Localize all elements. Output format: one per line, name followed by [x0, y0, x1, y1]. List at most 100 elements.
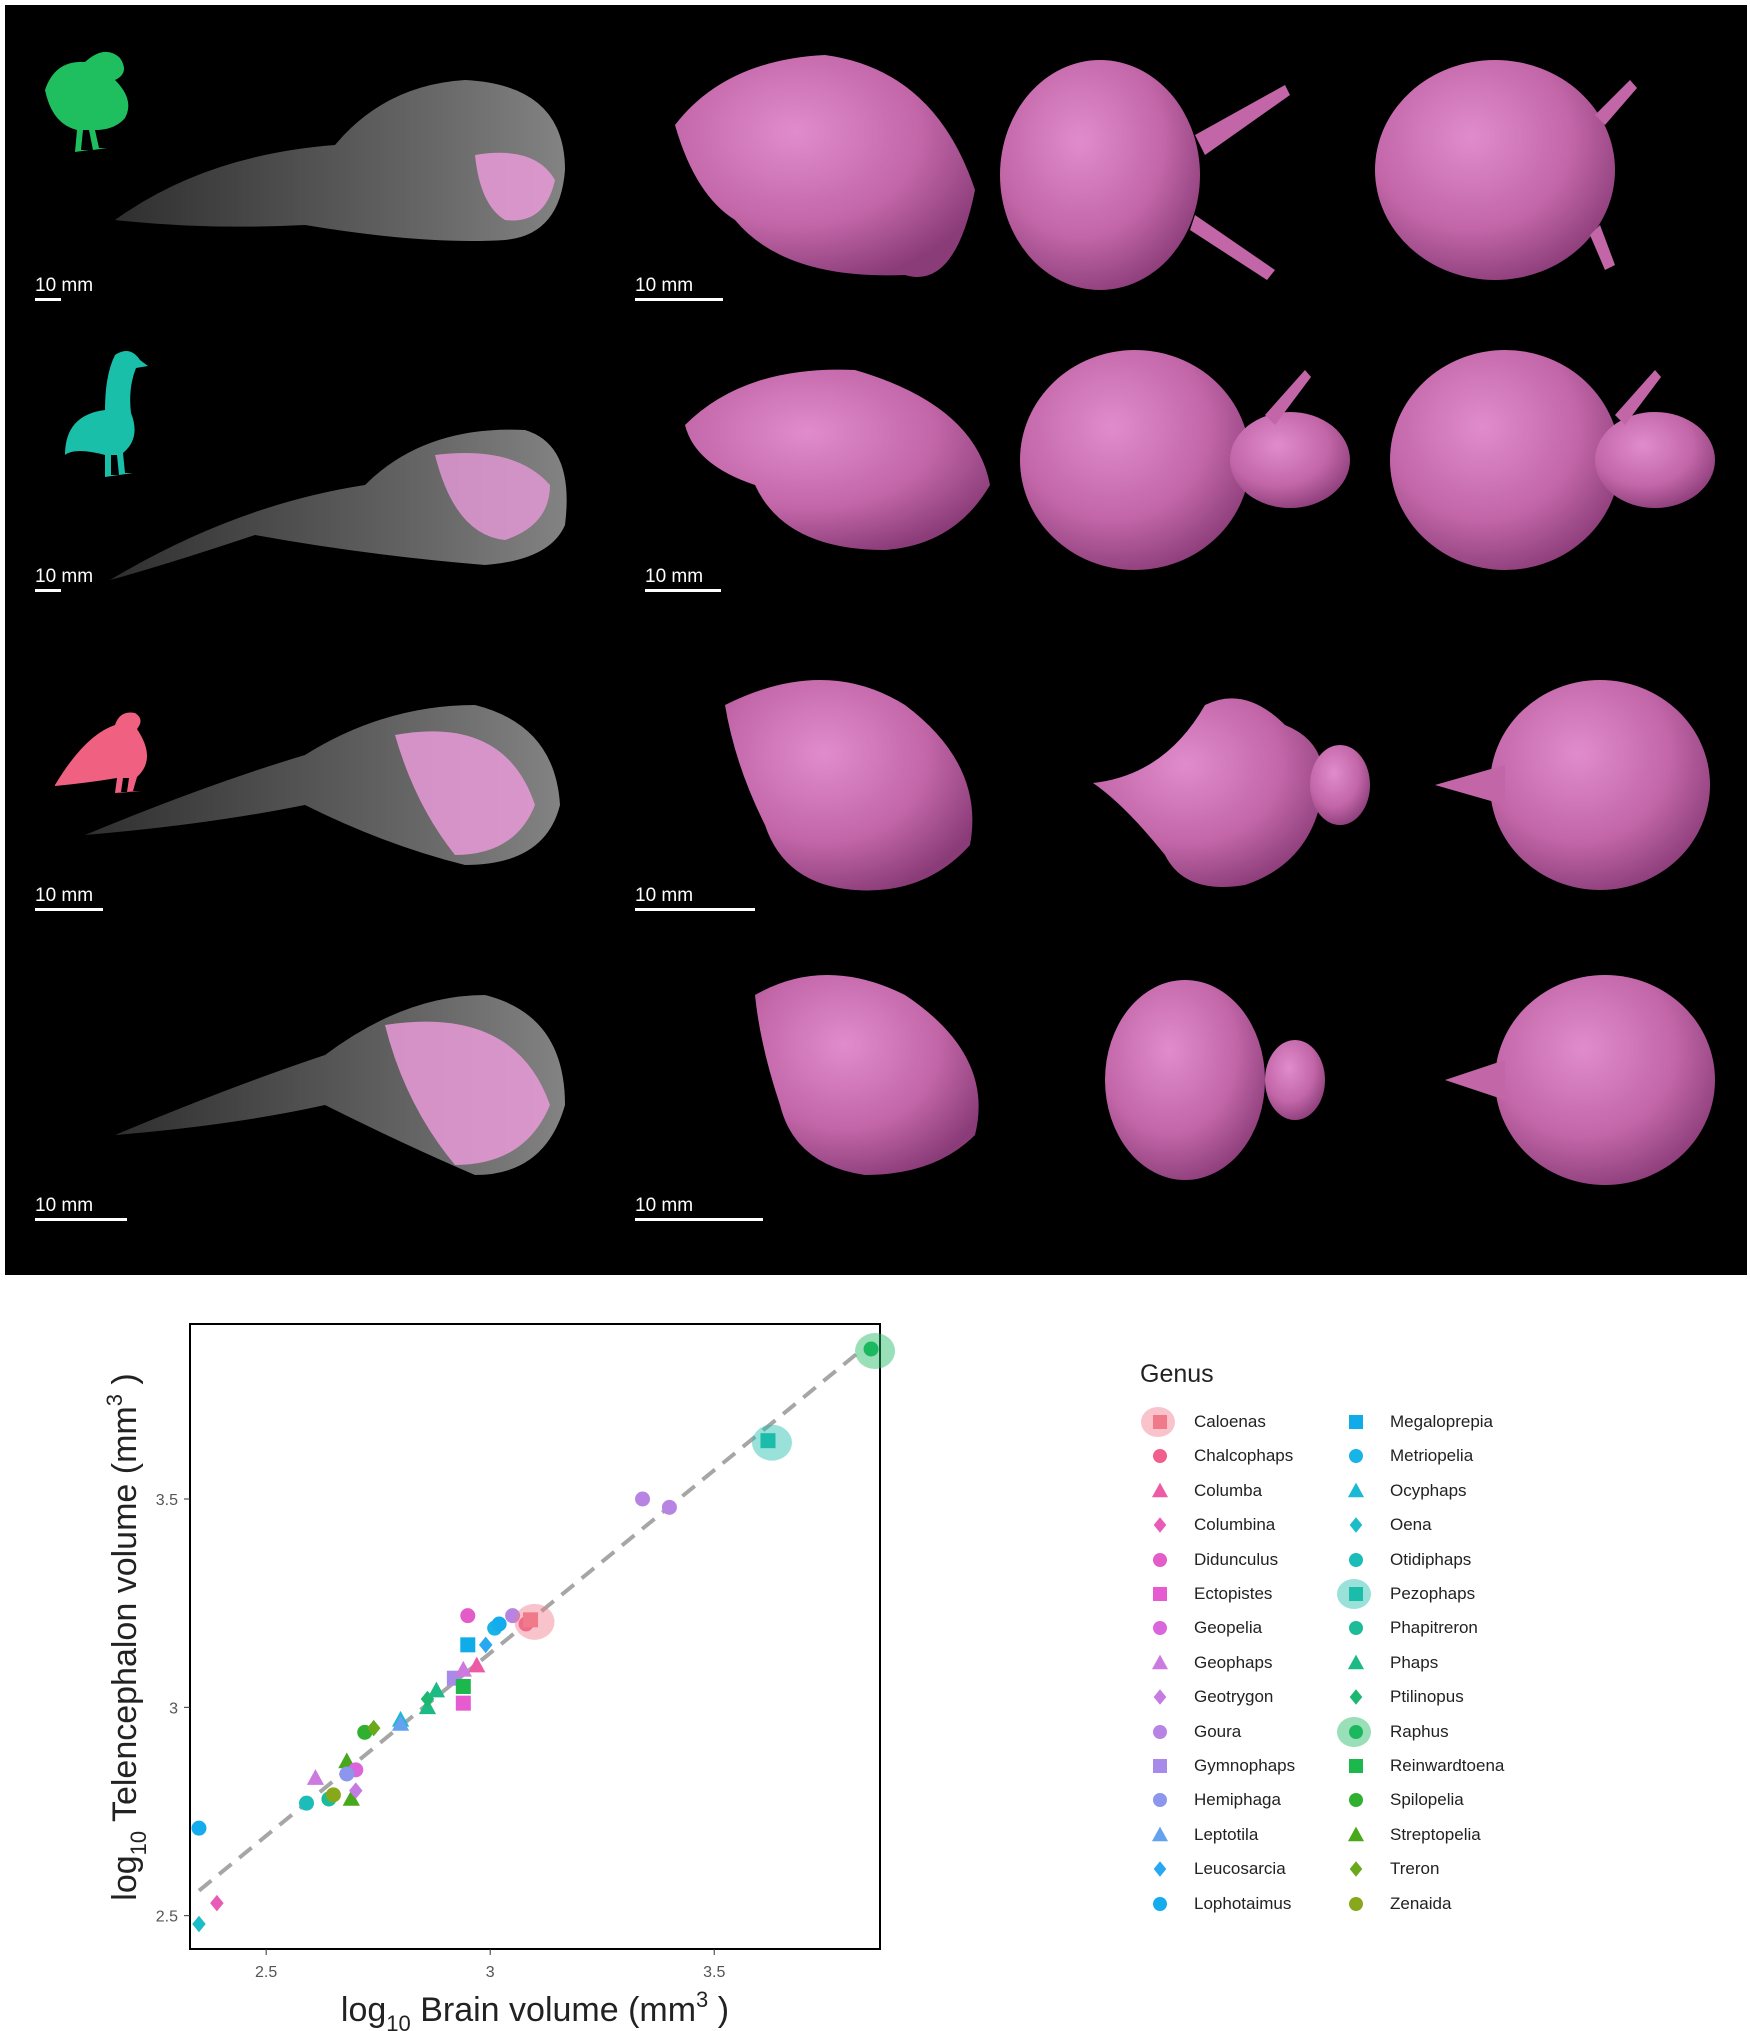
- legend-label: Goura: [1194, 1721, 1242, 1741]
- x-tick-label: 3.5: [703, 1964, 725, 1981]
- data-point: [760, 1433, 776, 1449]
- legend-marker-shape: [1349, 1552, 1363, 1567]
- legend-marker-shape: [1153, 1621, 1167, 1636]
- legend-label: Treron: [1390, 1859, 1440, 1879]
- legend-label: Otidiphaps: [1390, 1549, 1472, 1569]
- legend-label: Reinwardtoena: [1390, 1756, 1505, 1775]
- scale-bar: [645, 589, 721, 592]
- legend-marker: [1153, 1621, 1167, 1636]
- legend-marker-shape: [1349, 1449, 1363, 1464]
- legend-item: Phaps: [1336, 1646, 1438, 1680]
- legend-marker-shape: [1349, 1517, 1363, 1533]
- scale-label: 10 mm: [635, 275, 694, 296]
- legend-marker: [1347, 1654, 1365, 1670]
- legend-marker: [1151, 1826, 1169, 1842]
- scale-bar: [635, 298, 723, 301]
- legend-marker: [1337, 1716, 1371, 1747]
- brain-solitaire-dorsal: [1020, 350, 1350, 570]
- data-point: [342, 1790, 360, 1806]
- legend-marker: [1349, 1689, 1363, 1705]
- legend-marker: [1347, 1826, 1365, 1842]
- legend-marker: [1153, 1724, 1167, 1739]
- data-point: [339, 1766, 355, 1782]
- legend-label: Caloenas: [1194, 1412, 1266, 1431]
- brain-solitaire-lateral: [685, 369, 990, 550]
- legend-marker-shape: [1153, 1552, 1167, 1567]
- legend-label: Pezophaps: [1390, 1584, 1476, 1603]
- legend-marker-shape: [1347, 1826, 1365, 1842]
- legend-marker: [1153, 1896, 1167, 1911]
- data-point: [191, 1820, 207, 1836]
- legend-label: Oena: [1390, 1515, 1432, 1535]
- data-point: [455, 1679, 471, 1694]
- legend-marker-shape: [1153, 1759, 1167, 1773]
- legend-label: Leptotila: [1194, 1824, 1259, 1844]
- legend-marker-shape: [1153, 1689, 1167, 1705]
- legend-item: Lophotaimus: [1140, 1887, 1291, 1921]
- scale-label: 10 mm: [35, 1195, 94, 1216]
- legend-marker: [1141, 1407, 1175, 1437]
- data-point: [391, 1715, 410, 1731]
- legend-marker-shape: [1349, 1759, 1363, 1773]
- data-point: [661, 1499, 677, 1515]
- scale-label: 10 mm: [35, 885, 94, 906]
- legend-item: Zenaida: [1336, 1887, 1451, 1921]
- legend-item: Goura: [1140, 1715, 1241, 1749]
- data-point: [460, 1637, 476, 1653]
- legend-marker: [1153, 1689, 1167, 1705]
- brain-pigeon-dorsal: [1093, 698, 1370, 887]
- specimen-image-panel: 10 mm 10 mm 10 mm 10 mm 10 mm 10 mm 10 m…: [5, 5, 1747, 1275]
- legend-label: Phaps: [1390, 1652, 1439, 1672]
- y-axis-label: log10 Telencephalon volume (mm3 ): [102, 1373, 151, 1900]
- legend-label: Didunculus: [1194, 1549, 1279, 1569]
- y-tick-label: 2.5: [156, 1909, 178, 1926]
- legend-label: Gymnophaps: [1194, 1756, 1296, 1775]
- brain-pigeon-ventral: [1435, 680, 1710, 890]
- legend-marker: [1153, 1587, 1167, 1601]
- legend-marker: [1153, 1861, 1167, 1877]
- scale-label: 10 mm: [35, 566, 94, 587]
- legend-marker: [1153, 1517, 1167, 1533]
- legend-item: Geopelia: [1140, 1611, 1262, 1645]
- data-point: [306, 1769, 325, 1785]
- data-point: [468, 1656, 486, 1673]
- legend-label: Columba: [1194, 1480, 1263, 1500]
- data-point: [210, 1894, 224, 1912]
- axis-ticks: 2.5 3 3.5 2.5 3 3.5: [156, 1492, 726, 1981]
- legend-marker: [1349, 1449, 1363, 1464]
- scale-bar: [35, 908, 103, 911]
- scale-label: 10 mm: [35, 275, 94, 296]
- legend-item: Columba: [1140, 1474, 1262, 1508]
- legend-item: Chalcophaps: [1140, 1439, 1293, 1473]
- legend-marker-shape: [1153, 1587, 1167, 1601]
- legend-item: Pezophaps: [1336, 1577, 1475, 1611]
- legend-marker: [1349, 1759, 1363, 1773]
- brain-pigeon-lateral: [725, 680, 973, 891]
- data-point: [863, 1341, 879, 1357]
- legend-label: Ptilinopus: [1390, 1687, 1464, 1707]
- legend-item: Oena: [1336, 1508, 1432, 1542]
- legend-marker: [1349, 1793, 1363, 1808]
- scale-bar: [35, 1218, 127, 1221]
- legend-marker: [1349, 1896, 1363, 1911]
- skull-solitaire: [110, 429, 567, 580]
- data-point: [366, 1719, 381, 1737]
- legend-item: Streptopelia: [1336, 1818, 1481, 1852]
- legend-item: Leucosarcia: [1140, 1852, 1286, 1886]
- legend-label: Spilopelia: [1390, 1790, 1464, 1810]
- legend-marker: [1153, 1793, 1167, 1808]
- legend-item: Otidiphaps: [1336, 1543, 1471, 1577]
- legend-label: Raphus: [1390, 1721, 1449, 1741]
- legend-label: Leucosarcia: [1194, 1859, 1286, 1879]
- legend-label: Hemiphaga: [1194, 1790, 1281, 1810]
- brain-dodo-lateral: [675, 55, 975, 277]
- legend-marker-shape: [1349, 1415, 1363, 1429]
- data-point: [523, 1612, 539, 1628]
- legend-marker-shape: [1349, 1587, 1363, 1601]
- legend-label: Megaloprepia: [1390, 1412, 1494, 1431]
- scale-label: 10 mm: [635, 885, 694, 906]
- legend-label: Ectopistes: [1194, 1584, 1273, 1603]
- scale-label: 10 mm: [645, 566, 704, 587]
- legend-marker: [1151, 1654, 1169, 1670]
- legend-item: Treron: [1336, 1852, 1439, 1886]
